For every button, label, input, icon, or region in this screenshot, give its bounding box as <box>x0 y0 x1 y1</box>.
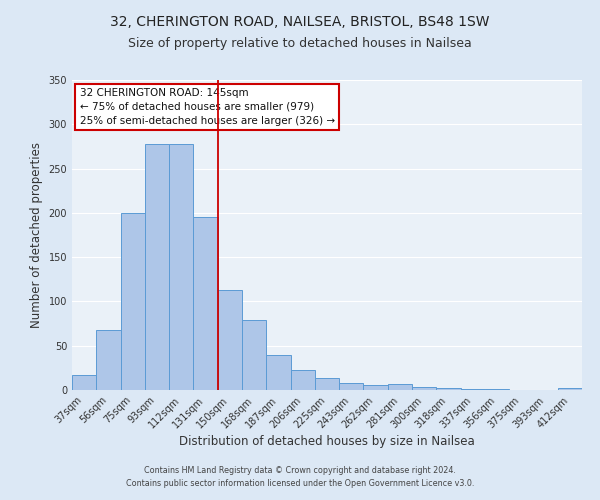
Text: Size of property relative to detached houses in Nailsea: Size of property relative to detached ho… <box>128 38 472 51</box>
Bar <box>193 218 218 390</box>
Bar <box>558 388 582 390</box>
Bar <box>242 320 266 390</box>
Bar <box>266 356 290 390</box>
Bar <box>72 375 96 390</box>
Text: 32, CHERINGTON ROAD, NAILSEA, BRISTOL, BS48 1SW: 32, CHERINGTON ROAD, NAILSEA, BRISTOL, B… <box>110 15 490 29</box>
Bar <box>485 389 509 390</box>
Y-axis label: Number of detached properties: Number of detached properties <box>30 142 43 328</box>
Bar <box>436 388 461 390</box>
Bar <box>145 144 169 390</box>
X-axis label: Distribution of detached houses by size in Nailsea: Distribution of detached houses by size … <box>179 436 475 448</box>
Text: 32 CHERINGTON ROAD: 145sqm
← 75% of detached houses are smaller (979)
25% of sem: 32 CHERINGTON ROAD: 145sqm ← 75% of deta… <box>80 88 335 126</box>
Bar <box>96 330 121 390</box>
Bar <box>412 388 436 390</box>
Bar <box>315 378 339 390</box>
Bar <box>364 384 388 390</box>
Bar <box>169 144 193 390</box>
Bar <box>339 383 364 390</box>
Text: Contains HM Land Registry data © Crown copyright and database right 2024.
Contai: Contains HM Land Registry data © Crown c… <box>126 466 474 487</box>
Bar <box>290 370 315 390</box>
Bar <box>461 389 485 390</box>
Bar <box>121 213 145 390</box>
Bar <box>388 384 412 390</box>
Bar <box>218 290 242 390</box>
